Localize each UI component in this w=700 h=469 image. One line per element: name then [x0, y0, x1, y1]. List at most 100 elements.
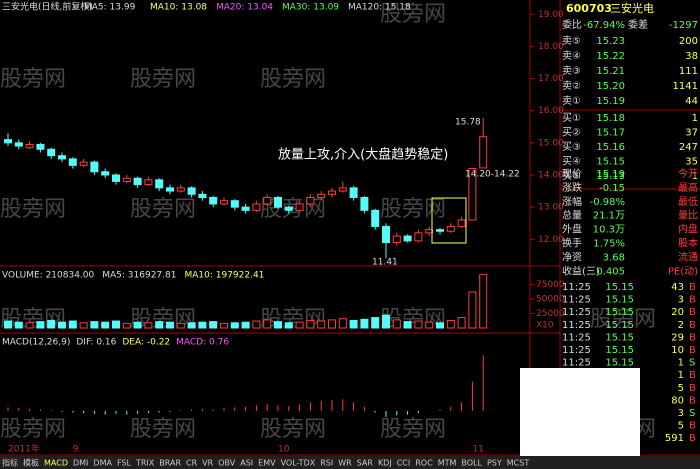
- trade-side: B: [689, 332, 696, 343]
- candle-body: [144, 179, 153, 186]
- toolbar-tab[interactable]: 指标: [2, 458, 18, 468]
- toolbar-tab[interactable]: MTM: [438, 459, 457, 468]
- quote-label: 买④: [562, 156, 581, 168]
- volume-bar: [360, 318, 369, 329]
- candle-body: [79, 161, 88, 166]
- candle-body: [479, 136, 488, 169]
- volume-bar: [176, 322, 185, 329]
- volume-bar: [371, 317, 380, 329]
- trade-time: 11:25: [562, 320, 591, 331]
- toolbar-tab[interactable]: BRAR: [159, 459, 181, 468]
- toolbar-tab[interactable]: MCST: [507, 459, 530, 468]
- toolbar-tab[interactable]: VOL-TDX: [281, 459, 316, 468]
- candle-body: [187, 187, 196, 195]
- quote-value: 1: [692, 113, 698, 124]
- quote-value: 流通: [678, 250, 698, 263]
- quote-value: 1141: [673, 81, 698, 92]
- toolbar-tab[interactable]: EMV: [258, 459, 276, 468]
- quote-value: -0.98%: [590, 197, 625, 208]
- trade-time: 11:25: [562, 332, 591, 343]
- toolbar-tab[interactable]: DMA: [93, 459, 112, 468]
- quote-value: 10.3万: [593, 225, 625, 236]
- quote-value: 1: [692, 171, 698, 182]
- watermark: 股旁网: [0, 417, 66, 442]
- toolbar-tab[interactable]: BOLL: [461, 459, 482, 468]
- volume-bar: [403, 321, 412, 329]
- toolbar-tab[interactable]: MACD: [44, 459, 68, 468]
- trade-price: 15.15: [605, 320, 634, 331]
- toolbar-tab[interactable]: SAR: [357, 459, 374, 468]
- candle-body: [122, 177, 131, 182]
- quote-value: 最低: [678, 195, 698, 208]
- macd-header: MACD(12,26,9): [2, 338, 70, 348]
- quote-value: 111: [679, 66, 698, 77]
- toolbar-tab[interactable]: TRIX: [135, 459, 155, 468]
- trade-side: B: [689, 421, 696, 432]
- trade-volume: 43: [671, 282, 684, 293]
- candle-body: [47, 148, 56, 157]
- trade-time: 11:25: [562, 295, 591, 306]
- quote-value: 247: [679, 142, 698, 153]
- quote-label: 外盘: [562, 223, 582, 236]
- quote-value: 15.19: [596, 96, 625, 107]
- volume-header: VOLUME: 210834.00: [2, 271, 95, 281]
- watermark: 股旁网: [260, 67, 326, 92]
- candle-body: [101, 171, 110, 176]
- toolbar-tab[interactable]: CR: [186, 459, 198, 468]
- candle-body: [468, 168, 477, 221]
- toolbar-tab[interactable]: 模板: [23, 458, 39, 468]
- toolbar-tab[interactable]: ASI: [240, 459, 253, 468]
- quote-label: 涨幅: [562, 195, 582, 208]
- watermark: 股旁网: [380, 417, 446, 442]
- toolbar-tab[interactable]: PSY: [487, 459, 502, 468]
- quote-value: 38: [685, 51, 698, 62]
- volume-bar: [166, 321, 174, 329]
- trade-time: 11:25: [562, 345, 591, 356]
- toolbar-tab[interactable]: DMI: [73, 459, 88, 468]
- toolbar: [0, 456, 700, 469]
- candle-body: [382, 225, 390, 243]
- volume-bar: [425, 321, 434, 329]
- toolbar-tab[interactable]: ROC: [415, 459, 433, 468]
- volume-bar: [252, 320, 261, 329]
- quote-label: 卖④: [562, 50, 581, 62]
- volume-bar: [4, 320, 12, 329]
- watermark: 股旁网: [130, 197, 196, 222]
- quote-value: 0.405: [596, 266, 625, 277]
- candle-body: [414, 232, 423, 242]
- candle-body: [360, 196, 369, 211]
- candle-body: [252, 203, 261, 211]
- volume-bar: [414, 320, 423, 329]
- volume-bar: [101, 321, 110, 329]
- trade-volume: 10: [671, 345, 684, 356]
- toolbar-tab[interactable]: CCI: [397, 459, 411, 468]
- volume-bar: [436, 322, 444, 329]
- toolbar-tab[interactable]: OBV: [218, 459, 236, 468]
- candle-body: [176, 187, 185, 192]
- trade-price: 15.15: [605, 358, 634, 369]
- toolbar-tab[interactable]: KDJ: [378, 459, 392, 468]
- date-label: 2011年: [8, 443, 40, 455]
- toolbar-tab[interactable]: WR: [338, 459, 352, 468]
- volume-header: MA10: 197922.41: [184, 271, 264, 281]
- trade-volume: 80: [671, 395, 684, 406]
- quote-value: 15.17: [596, 128, 625, 139]
- watermark: 股旁网: [260, 417, 326, 442]
- trade-price: 15.15: [605, 282, 634, 293]
- candle-body: [58, 155, 66, 160]
- candle-body: [155, 179, 164, 189]
- quote-value: 15.20: [596, 81, 625, 92]
- annotation: 11.41: [372, 258, 398, 268]
- y-tick-label: 19.00: [538, 10, 564, 20]
- watermark: 股旁网: [0, 67, 66, 92]
- volume-bar: [274, 321, 282, 329]
- y-tick-label: 17.00: [538, 74, 564, 84]
- chart-header: MA5: 13.99: [84, 3, 136, 13]
- toolbar-tab[interactable]: RSI: [320, 459, 333, 468]
- volume-bar: [392, 319, 401, 329]
- quote-value: -1297: [669, 20, 698, 31]
- toolbar-tab[interactable]: FSL: [117, 459, 132, 468]
- quote-value: PE(动): [668, 265, 698, 277]
- toolbar-tab[interactable]: VR: [202, 459, 213, 468]
- trade-volume: 591: [665, 433, 684, 444]
